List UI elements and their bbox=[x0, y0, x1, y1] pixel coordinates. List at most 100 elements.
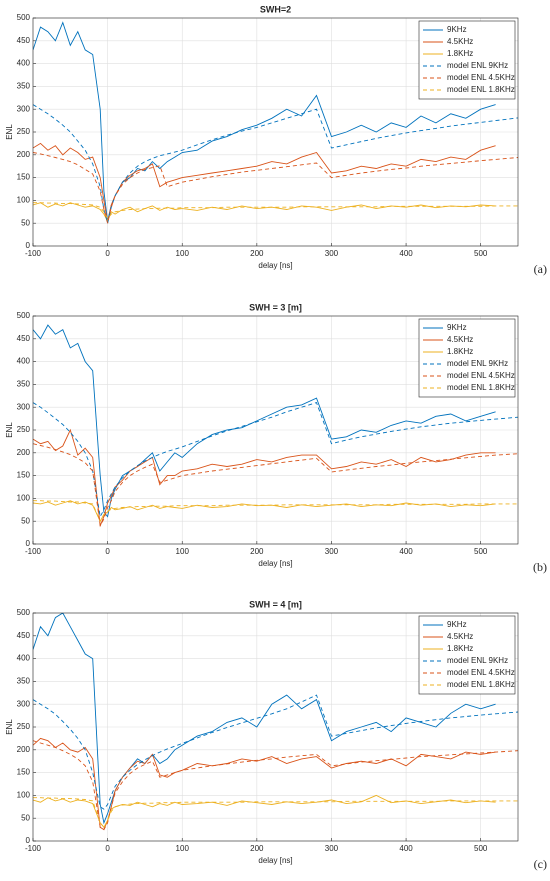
x-tick-label: 500 bbox=[474, 547, 488, 556]
y-tick-label: 200 bbox=[17, 448, 31, 457]
y-tick-label: 100 bbox=[17, 791, 31, 800]
legend: 9KHz 4.5KHz 1.8KHz model ENL 9KHz model ENL … bbox=[418, 20, 516, 100]
x-tick-label: 400 bbox=[399, 844, 413, 853]
panel-label: (a) bbox=[534, 262, 547, 276]
y-axis-label: ENL bbox=[5, 124, 14, 140]
chart-title: SWH = 3 [m] bbox=[249, 302, 302, 312]
legend-label: model ENL 1.8KHz bbox=[447, 680, 515, 689]
y-tick-label: 250 bbox=[17, 722, 31, 731]
x-tick-label: 200 bbox=[250, 844, 264, 853]
x-tick-label: 100 bbox=[176, 547, 190, 556]
x-tick-label: 500 bbox=[474, 249, 488, 258]
axes-box bbox=[32, 315, 519, 545]
y-tick-label: 350 bbox=[17, 82, 31, 91]
panel-label: (b) bbox=[533, 560, 547, 574]
y-tick-label: 500 bbox=[17, 608, 31, 617]
x-tick-label: -100 bbox=[25, 249, 42, 258]
x-tick-label: 300 bbox=[325, 547, 339, 556]
y-tick-label: 100 bbox=[17, 494, 31, 503]
legend: 9KHz 4.5KHz 1.8KHz model ENL 9KHz model ENL … bbox=[418, 318, 516, 398]
y-tick-label: 500 bbox=[17, 13, 31, 22]
series-line bbox=[33, 500, 518, 523]
y-tick-label: 200 bbox=[17, 150, 31, 159]
legend-label: 4.5KHz bbox=[447, 37, 473, 46]
x-axis-label: delay [ns] bbox=[258, 856, 292, 865]
y-tick-label: 150 bbox=[17, 173, 31, 182]
y-tick-label: 150 bbox=[17, 768, 31, 777]
legend-label: 4.5KHz bbox=[447, 335, 473, 344]
y-tick-label: 0 bbox=[26, 836, 31, 845]
y-tick-label: 50 bbox=[21, 813, 30, 822]
legend-box bbox=[418, 615, 516, 695]
legend-label: 9KHz bbox=[447, 323, 467, 332]
y-tick-label: 200 bbox=[17, 745, 31, 754]
legend-label: model ENL 4.5KHz bbox=[447, 668, 515, 677]
chart-title: SWH=2 bbox=[260, 4, 291, 14]
y-axis-label: ENL bbox=[5, 422, 14, 438]
legend-label: 1.8KHz bbox=[447, 347, 473, 356]
series-line bbox=[33, 21, 496, 222]
y-tick-label: 250 bbox=[17, 127, 31, 136]
legend-label: model ENL 1.8KHz bbox=[447, 85, 515, 94]
legend-label: 1.8KHz bbox=[447, 49, 473, 58]
y-tick-label: 250 bbox=[17, 425, 31, 434]
legend-box bbox=[418, 20, 516, 100]
series-line bbox=[33, 500, 496, 523]
y-tick-label: 400 bbox=[17, 59, 31, 68]
y-tick-label: 450 bbox=[17, 36, 31, 45]
legend-label: model ENL 9KHz bbox=[447, 359, 508, 368]
x-tick-label: 200 bbox=[250, 249, 264, 258]
legend-label: model ENL 9KHz bbox=[447, 656, 508, 665]
x-tick-label: 100 bbox=[176, 249, 190, 258]
series-line bbox=[33, 740, 518, 831]
x-tick-label: 500 bbox=[474, 844, 488, 853]
series-line bbox=[33, 694, 518, 810]
series-line bbox=[33, 142, 496, 224]
x-axis-label: delay [ns] bbox=[258, 261, 292, 270]
y-tick-label: 0 bbox=[26, 241, 31, 250]
legend-label: 1.8KHz bbox=[447, 644, 473, 653]
series-line bbox=[33, 402, 518, 518]
series-line bbox=[33, 152, 518, 224]
x-axis-label: delay [ns] bbox=[258, 559, 292, 568]
series-line bbox=[33, 428, 496, 526]
series-line bbox=[33, 613, 496, 825]
y-tick-label: 300 bbox=[17, 402, 31, 411]
legend-label: model ENL 4.5KHz bbox=[447, 371, 515, 380]
y-tick-label: 400 bbox=[17, 654, 31, 663]
chart-title: SWH = 4 [m] bbox=[249, 599, 302, 609]
series-line bbox=[33, 443, 518, 528]
x-tick-label: 300 bbox=[325, 844, 339, 853]
x-tick-label: -100 bbox=[25, 547, 42, 556]
axes-box bbox=[32, 612, 519, 842]
x-tick-label: 0 bbox=[105, 249, 110, 258]
y-tick-label: 300 bbox=[17, 104, 31, 113]
legend-box bbox=[418, 318, 516, 398]
legend-label: 9KHz bbox=[447, 620, 467, 629]
x-tick-label: 0 bbox=[105, 547, 110, 556]
y-axis-label: ENL bbox=[5, 719, 14, 735]
axes-box bbox=[32, 17, 519, 247]
series-line bbox=[33, 104, 518, 224]
y-tick-label: 450 bbox=[17, 334, 31, 343]
legend-label: 9KHz bbox=[447, 25, 467, 34]
y-tick-label: 400 bbox=[17, 357, 31, 366]
legend-label: model ENL 1.8KHz bbox=[447, 383, 515, 392]
x-tick-label: -100 bbox=[25, 844, 42, 853]
y-tick-label: 300 bbox=[17, 699, 31, 708]
x-tick-label: 300 bbox=[325, 249, 339, 258]
x-tick-label: 400 bbox=[399, 547, 413, 556]
x-tick-label: 400 bbox=[399, 249, 413, 258]
y-tick-label: 350 bbox=[17, 677, 31, 686]
x-tick-label: 200 bbox=[250, 547, 264, 556]
x-tick-label: 100 bbox=[176, 844, 190, 853]
y-tick-label: 100 bbox=[17, 196, 31, 205]
x-tick-label: 0 bbox=[105, 844, 110, 853]
y-tick-label: 450 bbox=[17, 631, 31, 640]
legend: 9KHz 4.5KHz 1.8KHz model ENL 9KHz model ENL … bbox=[418, 615, 516, 695]
